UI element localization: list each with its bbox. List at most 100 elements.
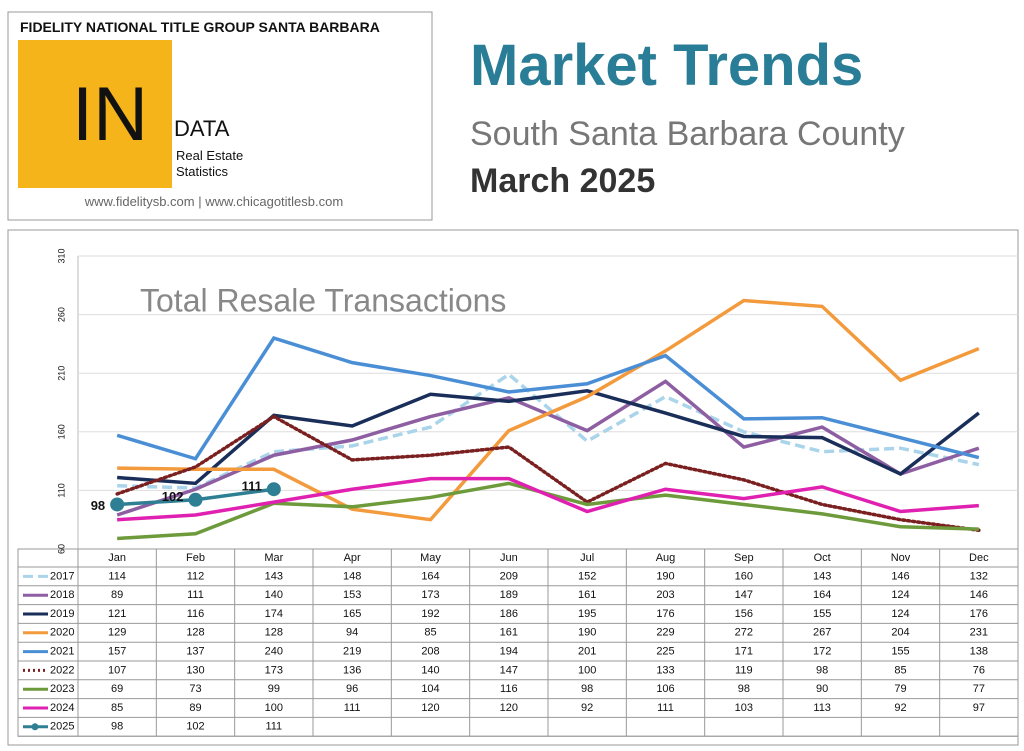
table-cell: 85 xyxy=(111,702,123,714)
table-cell: 121 xyxy=(108,608,126,620)
x-tick-label: Jul xyxy=(580,552,594,564)
table-cell: 114 xyxy=(108,570,126,582)
point xyxy=(266,482,281,497)
table-cell: 148 xyxy=(343,570,361,582)
table-cell: 99 xyxy=(268,683,280,695)
table-cell: 219 xyxy=(343,646,361,658)
table-cell: 208 xyxy=(421,646,439,658)
series-line xyxy=(116,335,980,461)
table-cell: 100 xyxy=(578,664,596,676)
table-cell: 111 xyxy=(265,721,282,733)
table-cell: 231 xyxy=(970,627,988,639)
table-cell: 161 xyxy=(500,627,518,639)
table-cell: 272 xyxy=(735,627,753,639)
table-cell: 100 xyxy=(265,702,283,714)
table-cell: 157 xyxy=(108,646,126,658)
chart-title: Total Resale Transactions xyxy=(140,282,506,318)
logo-small: DATA xyxy=(174,116,230,141)
table-cell: 132 xyxy=(970,570,988,582)
table-cell: 128 xyxy=(265,627,283,639)
x-tick-label: Apr xyxy=(344,552,361,564)
table-cell: 92 xyxy=(581,702,593,714)
legend-label: 2021 xyxy=(50,646,74,658)
table-cell: 113 xyxy=(813,702,831,714)
table-cell: 89 xyxy=(111,589,123,601)
table-cell: 85 xyxy=(424,627,436,639)
legend-label: 2024 xyxy=(50,702,74,714)
x-tick-label: Nov xyxy=(891,552,911,564)
table-cell: 124 xyxy=(891,608,909,620)
x-tick-label: Oct xyxy=(814,552,831,564)
table-cell: 176 xyxy=(656,608,674,620)
x-tick-label: Jun xyxy=(500,552,518,564)
table-cell: 172 xyxy=(813,646,831,658)
table-cell: 155 xyxy=(813,608,831,620)
logo-big: IN xyxy=(72,72,148,157)
table-cell: 133 xyxy=(656,664,674,676)
table-cell: 129 xyxy=(108,627,126,639)
legend-marker xyxy=(31,723,39,731)
y-tick-label: 260 xyxy=(56,307,66,322)
table-cell: 94 xyxy=(346,627,358,639)
table-cell: 111 xyxy=(344,702,361,714)
table-cell: 111 xyxy=(187,589,204,601)
point xyxy=(188,492,203,507)
table-cell: 156 xyxy=(735,608,753,620)
table-cell: 173 xyxy=(265,664,283,676)
legend-label: 2018 xyxy=(50,589,74,601)
x-tick-label: Jan xyxy=(108,552,126,564)
table-cell: 103 xyxy=(735,702,753,714)
table-cell: 98 xyxy=(738,683,750,695)
table-cell: 190 xyxy=(578,627,596,639)
chart-box xyxy=(7,229,1019,746)
table-cell: 136 xyxy=(343,664,361,676)
table-cell: 98 xyxy=(581,683,593,695)
table-cell: 106 xyxy=(656,683,674,695)
table-cell: 104 xyxy=(421,683,439,695)
legend-label: 2019 xyxy=(50,608,74,620)
y-tick-label: 210 xyxy=(56,366,66,381)
legend-label: 2022 xyxy=(50,664,74,676)
table-cell: 229 xyxy=(656,627,674,639)
table-cell: 140 xyxy=(421,664,439,676)
x-tick-label: Aug xyxy=(656,552,676,564)
table-cell: 73 xyxy=(189,683,201,695)
table-cell: 137 xyxy=(186,646,204,658)
y-tick-label: 160 xyxy=(56,424,66,439)
logo-line: Real Estate xyxy=(176,148,243,163)
table-cell: 164 xyxy=(421,570,439,582)
data-label: 102 xyxy=(162,489,184,504)
table-cell: 90 xyxy=(816,683,828,695)
table-cell: 85 xyxy=(894,664,906,676)
table-cell: 171 xyxy=(735,646,753,658)
y-tick-label: 110 xyxy=(56,483,66,497)
table-cell: 173 xyxy=(421,589,439,601)
table-cell: 138 xyxy=(970,646,988,658)
page-title: Market Trends xyxy=(470,33,863,98)
table-cell: 147 xyxy=(500,664,518,676)
table-cell: 192 xyxy=(421,608,439,620)
table-cell: 119 xyxy=(735,664,753,676)
table-cell: 186 xyxy=(500,608,518,620)
table-cell: 111 xyxy=(657,702,674,714)
table-cell: 143 xyxy=(813,570,831,582)
data-label: 111 xyxy=(242,479,262,494)
table-cell: 98 xyxy=(111,721,123,733)
page-subtitle: South Santa Barbara County xyxy=(470,115,905,153)
table-cell: 189 xyxy=(500,589,518,601)
series-line xyxy=(117,372,980,490)
table-cell: 195 xyxy=(578,608,596,620)
table-cell: 176 xyxy=(970,608,988,620)
legend-label: 2023 xyxy=(50,683,74,695)
table-cell: 155 xyxy=(891,646,909,658)
table-cell: 143 xyxy=(265,570,283,582)
table-cell: 152 xyxy=(578,570,596,582)
table-cell: 76 xyxy=(973,664,985,676)
table-cell: 92 xyxy=(894,702,906,714)
table-cell: 146 xyxy=(970,589,988,601)
table-cell: 147 xyxy=(735,589,753,601)
brand: FIDELITY NATIONAL TITLE GROUP SANTA BARB… xyxy=(20,19,380,35)
table-cell: 190 xyxy=(656,570,674,582)
table-cell: 194 xyxy=(500,646,518,658)
table-cell: 130 xyxy=(186,664,204,676)
